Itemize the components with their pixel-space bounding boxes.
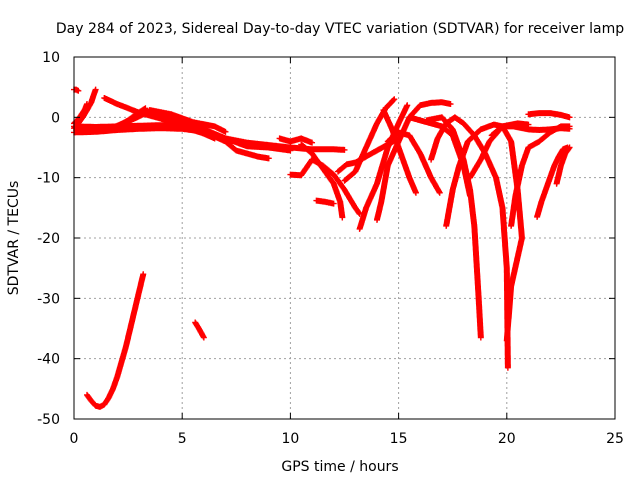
series-end-bb (534, 144, 571, 220)
data-point-markers (341, 96, 398, 184)
y-tick-label: -10 (37, 171, 60, 187)
series-falling-g (146, 107, 229, 135)
y-axis-label: SDTVAR / TECUs (6, 181, 22, 296)
series-dip-m (313, 197, 337, 207)
data-point-markers (374, 99, 454, 223)
x-tick-label: 0 (70, 431, 79, 447)
series-end-cc (553, 144, 573, 187)
y-tick-label: -50 (37, 412, 60, 428)
y-tick-label: 10 (42, 50, 60, 66)
x-tick-label: 10 (281, 431, 299, 447)
series-dip-l (298, 141, 346, 221)
data-point-markers (298, 141, 346, 221)
data-point-markers (553, 144, 573, 187)
data-point-markers (71, 86, 82, 94)
data-point-markers (428, 114, 511, 371)
series-top-aa (525, 110, 573, 121)
series-fall-s (380, 107, 419, 196)
axis-ticks: 0 5 10 15 20 25 -50 -40 -30 -20 -10 0 10 (37, 50, 624, 447)
x-tick-label: 5 (178, 431, 187, 447)
series-segment-j (276, 135, 316, 146)
series-rise-z (488, 123, 573, 139)
series-segment-i (192, 319, 207, 341)
data-points (71, 86, 573, 410)
data-point-markers (488, 123, 573, 139)
data-point-markers (525, 110, 573, 121)
y-tick-label: 0 (51, 110, 60, 126)
data-point-markers (313, 197, 337, 207)
series-start-offset (71, 86, 82, 94)
series-rise-o (341, 96, 398, 184)
data-point-markers (380, 107, 419, 196)
x-tick-label: 25 (606, 431, 624, 447)
series-rise-p (356, 102, 411, 232)
data-point-markers (120, 108, 348, 153)
series-falling-f (120, 108, 348, 153)
chart-title: Day 284 of 2023, Sidereal Day-to-day VTE… (56, 21, 624, 37)
data-point-markers (84, 271, 147, 410)
series-falling-e (101, 95, 218, 142)
data-point-markers (192, 319, 207, 341)
data-point-markers (146, 107, 229, 135)
x-axis-label: GPS time / hours (281, 459, 398, 475)
data-point-markers (101, 95, 218, 142)
y-tick-label: -30 (37, 291, 60, 307)
data-point-markers (356, 102, 411, 232)
x-tick-label: 15 (390, 431, 408, 447)
y-tick-label: -20 (37, 231, 60, 247)
data-point-markers (534, 144, 571, 220)
series-rise-q (374, 99, 454, 223)
y-tick-label: -40 (37, 352, 60, 368)
series-arc-v (428, 114, 511, 371)
x-tick-label: 20 (498, 431, 516, 447)
series-low-arc-h (84, 271, 147, 410)
data-point-markers (276, 135, 316, 146)
